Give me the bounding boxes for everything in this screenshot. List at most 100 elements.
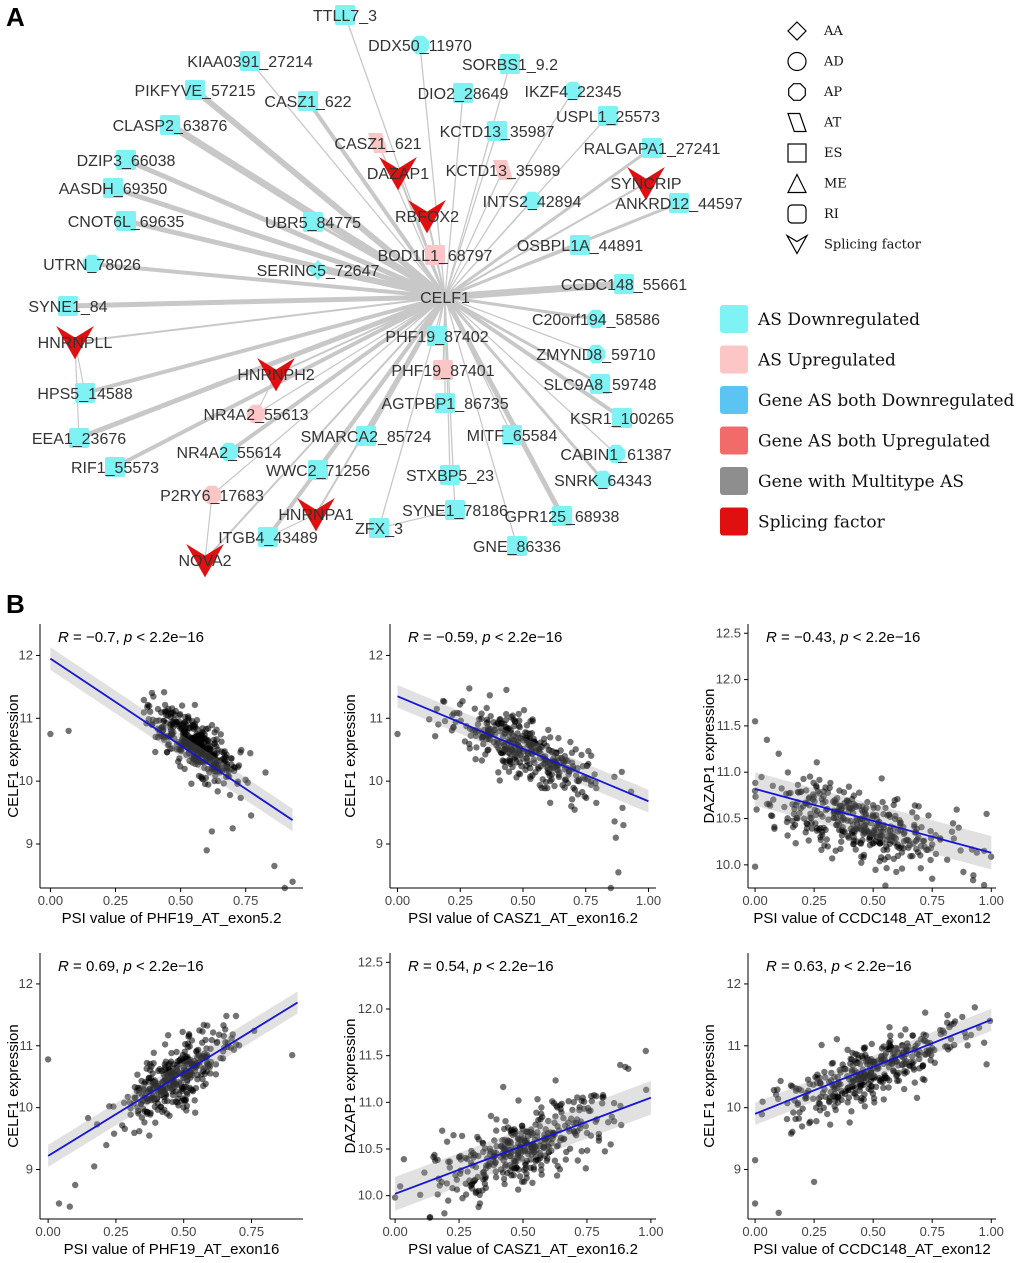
scatter-point bbox=[848, 1079, 855, 1086]
scatter-point bbox=[145, 1074, 153, 1082]
edge-syncrip bbox=[444, 182, 647, 298]
y-tick-label: 10.0 bbox=[716, 857, 741, 872]
x-tick-label: 0.00 bbox=[35, 1224, 60, 1239]
scatter-point bbox=[872, 866, 879, 873]
scatter-point bbox=[871, 1073, 878, 1081]
node-label-ralgapa1-27241: RALGAPA1_27241 bbox=[584, 141, 721, 158]
scatter-point bbox=[853, 1094, 860, 1101]
scatter-point bbox=[831, 1082, 838, 1089]
scatter-point bbox=[833, 821, 840, 828]
scatter-point bbox=[213, 1039, 221, 1047]
scatter-point bbox=[620, 821, 627, 829]
edge-kctd13-35987 bbox=[444, 130, 498, 298]
scatter-point bbox=[800, 775, 807, 783]
scatter-point bbox=[886, 1023, 893, 1031]
x-axis-label: PSI value of CASZ1_AT_exon16.2 bbox=[408, 1241, 638, 1258]
scatter-point bbox=[509, 763, 516, 771]
scatter-point bbox=[237, 794, 244, 801]
scatter-point bbox=[175, 758, 182, 765]
scatter-point bbox=[231, 767, 238, 775]
scatter-point bbox=[882, 1050, 890, 1057]
scatter-point bbox=[529, 717, 536, 725]
x-tick-label: 0.25 bbox=[448, 893, 473, 908]
scatter-point bbox=[617, 1061, 624, 1069]
scatter-point bbox=[455, 1154, 463, 1161]
scatter-point bbox=[794, 815, 801, 822]
scatter-point bbox=[605, 1119, 612, 1126]
scatter-point bbox=[818, 1041, 825, 1049]
scatter-point bbox=[208, 828, 216, 835]
scatter-point bbox=[160, 689, 168, 696]
scatter-point bbox=[472, 1163, 480, 1171]
scatter-point bbox=[65, 727, 72, 735]
scatter-point bbox=[856, 1080, 863, 1087]
node-mitf-65584 bbox=[502, 425, 522, 445]
scatter-point bbox=[847, 1060, 854, 1067]
scatter-point bbox=[868, 1040, 875, 1048]
node-label-smarca2-85724: SMARCA2_85724 bbox=[301, 429, 432, 446]
scatter-point bbox=[852, 1050, 859, 1058]
scatter-point bbox=[466, 685, 473, 692]
scatter-point bbox=[484, 718, 491, 726]
color-legend-item: AS Upregulated bbox=[720, 345, 896, 374]
scatter-point bbox=[618, 1121, 625, 1129]
regression-line bbox=[47, 1001, 299, 1157]
y-tick-label: 10.0 bbox=[358, 1188, 383, 1203]
scatter-point bbox=[189, 1088, 197, 1095]
scatter-point bbox=[950, 835, 958, 842]
scatter-point bbox=[600, 1094, 607, 1101]
y-tick-label: 9 bbox=[734, 1162, 741, 1177]
node-label-nr4a2-55614: NR4A2_55614 bbox=[177, 445, 282, 462]
scatter-point bbox=[523, 722, 531, 729]
scatter-point bbox=[515, 710, 522, 718]
scatter-point bbox=[503, 686, 510, 694]
node-label-pikfyve-57215: PIKFYVE_57215 bbox=[135, 83, 256, 100]
scatter-point bbox=[830, 814, 837, 822]
node-label-slc9a8-59748: SLC9A8_59748 bbox=[544, 377, 657, 394]
scatter-point bbox=[791, 821, 799, 828]
scatter-point bbox=[552, 1077, 559, 1084]
scatter-point bbox=[807, 814, 814, 821]
scatter-point bbox=[555, 771, 562, 778]
scatter-point bbox=[496, 728, 504, 735]
scatter-point bbox=[495, 769, 502, 776]
scatter-point bbox=[198, 775, 205, 782]
scatter-point bbox=[864, 798, 871, 806]
scatter-point bbox=[500, 1175, 508, 1183]
scatter-point bbox=[562, 756, 569, 764]
scatter-point bbox=[841, 1090, 849, 1098]
edge-ralgapa1-27241 bbox=[444, 146, 653, 299]
y-tick-label: 12.5 bbox=[358, 954, 383, 969]
scatter-point bbox=[887, 1032, 894, 1039]
scatter-points bbox=[44, 1012, 296, 1210]
scatter-point bbox=[568, 796, 576, 803]
scatter-point bbox=[153, 717, 160, 725]
scatter-point bbox=[832, 1106, 839, 1114]
shape-legend-label: RI bbox=[824, 207, 839, 222]
scatter-point bbox=[187, 734, 194, 742]
node-ubr5-84775 bbox=[303, 212, 323, 232]
scatter-point bbox=[878, 775, 885, 782]
scatter-point bbox=[901, 1085, 908, 1093]
correlation-annotation: R = 0.63, p < 2.2e−16 bbox=[766, 958, 912, 975]
scatter-point bbox=[817, 1080, 824, 1087]
scatter-point bbox=[435, 721, 442, 728]
scatter-point bbox=[544, 1142, 551, 1149]
edge-ikzf4-22345 bbox=[444, 90, 574, 298]
scatter-point bbox=[457, 1170, 464, 1177]
scatter-point bbox=[751, 1157, 759, 1164]
edge-hnrnpll bbox=[74, 296, 446, 343]
scatter-point bbox=[289, 1051, 296, 1059]
y-tick-label: 11 bbox=[728, 1038, 742, 1053]
scatter-point bbox=[922, 1009, 929, 1016]
scatter-point bbox=[143, 1110, 151, 1117]
scatter-point bbox=[567, 738, 574, 746]
scatter-point bbox=[851, 1067, 858, 1074]
scatter-point bbox=[834, 1074, 841, 1081]
node-casz1-621 bbox=[368, 133, 388, 153]
scatter-point bbox=[501, 1142, 509, 1149]
scatter-point bbox=[516, 1173, 524, 1180]
node-label-clasp2-63876: CLASP2_63876 bbox=[113, 118, 228, 135]
scatter-point bbox=[203, 1068, 210, 1075]
